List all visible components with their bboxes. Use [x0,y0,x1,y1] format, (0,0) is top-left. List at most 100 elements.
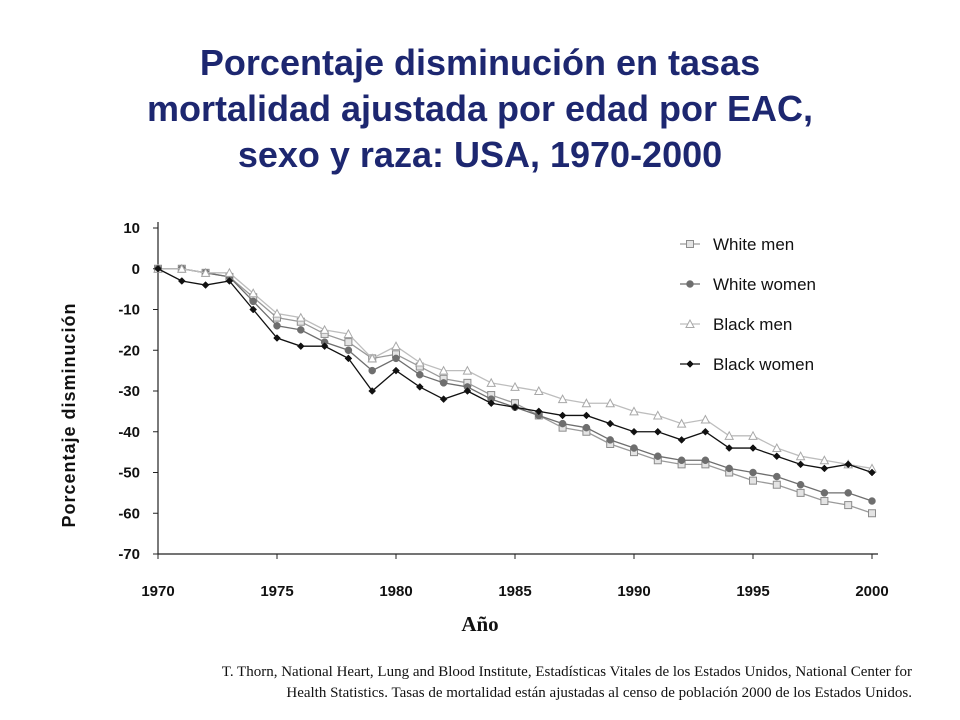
data-point [677,436,686,444]
data-point [724,430,735,440]
legend-swatch-marker [686,240,694,248]
x-tick-label: 1995 [736,583,769,600]
chart-title: Porcentaje disminución en tasas mortalid… [40,40,920,178]
data-point [557,394,568,404]
data-point [796,460,805,469]
data-point [534,407,543,416]
data-point [248,288,259,298]
data-point [629,406,639,416]
series-black-men [153,263,877,473]
data-point [581,398,592,408]
data-point [700,414,711,424]
data-point [773,472,781,481]
data-point [868,497,876,505]
data-point [701,456,710,465]
data-point [868,509,876,518]
data-point [725,464,733,473]
legend-item-black-men: Black men [680,315,792,334]
data-point [272,308,282,318]
data-point [820,497,829,506]
x-tick-label: 1970 [141,583,174,600]
data-point [606,419,615,428]
data-point [605,398,616,408]
data-point [676,418,687,428]
data-point [439,395,448,404]
data-point [844,489,852,497]
series-black-women [154,264,876,477]
data-point [224,267,235,277]
data-point [416,370,424,379]
data-point [558,411,567,420]
data-point [796,488,805,497]
data-point [582,411,591,420]
x-axis-label: Año [461,612,499,636]
y-tick-label: 10 [123,220,140,237]
chart-title-line-1: Porcentaje disminución en tasas [199,42,761,83]
data-point [844,501,853,510]
data-point [749,444,757,452]
data-point [391,341,401,351]
data-point [201,281,210,289]
data-point [392,354,400,363]
data-point [772,480,781,489]
data-point [295,312,306,322]
data-point [630,427,638,436]
data-point [795,451,806,461]
data-point [319,324,330,334]
chart-series [153,263,877,518]
data-point [606,436,614,444]
legend-item-white-women: White women [680,275,816,294]
data-point [414,357,425,367]
y-tick-label: -60 [118,505,140,522]
data-point [749,468,757,477]
y-tick-label: -20 [118,342,140,359]
series-line-white-men [158,268,873,514]
data-point [368,387,377,395]
legend-label: Black women [713,355,814,374]
x-tick-label: 2000 [855,583,888,600]
data-point [343,328,354,338]
legend-label: White men [713,235,794,254]
data-point [344,354,353,363]
data-point [652,410,663,420]
data-point [415,383,424,391]
data-point [749,476,757,485]
data-point [771,442,782,453]
data-point [368,366,376,375]
data-point [630,444,638,452]
legend-swatch-marker [685,318,695,328]
data-point [154,264,162,273]
y-tick-label: -50 [118,465,140,482]
chart-title-line-2: mortalidad ajustada por edad por EAC, [146,88,814,129]
data-point [463,387,472,395]
x-tick-label: 1975 [260,583,293,600]
data-point [533,385,544,395]
y-axis-label: Porcentaje disminución [59,302,79,527]
x-tick-label: 1980 [379,583,412,600]
chart-title-line-3: sexo y raza: USA, 1970-2000 [237,134,723,175]
x-tick-label: 1985 [498,583,531,600]
data-point [701,427,710,436]
data-point [748,430,758,440]
data-point [392,366,400,375]
data-point [320,342,329,351]
data-point [249,297,257,306]
data-point [844,460,853,469]
data-point [462,365,473,375]
data-point [820,489,829,497]
data-point [558,419,567,428]
data-point [344,338,353,347]
y-tick-label: 0 [132,261,140,278]
chart-axes: 10 0 -10 -20 -30 -40 -50 -60 -70 1970 1975 1980 1985… [118,220,888,600]
data-point [296,342,305,351]
legend-label: Black men [713,315,792,334]
source-line-2: Health Statistics. Tasas de mortalidad e… [286,685,912,701]
data-point [177,277,186,285]
data-point [438,365,449,375]
data-point [439,379,448,387]
data-point [344,346,353,354]
data-point [819,455,830,465]
data-point [725,444,734,452]
data-point [487,399,496,408]
